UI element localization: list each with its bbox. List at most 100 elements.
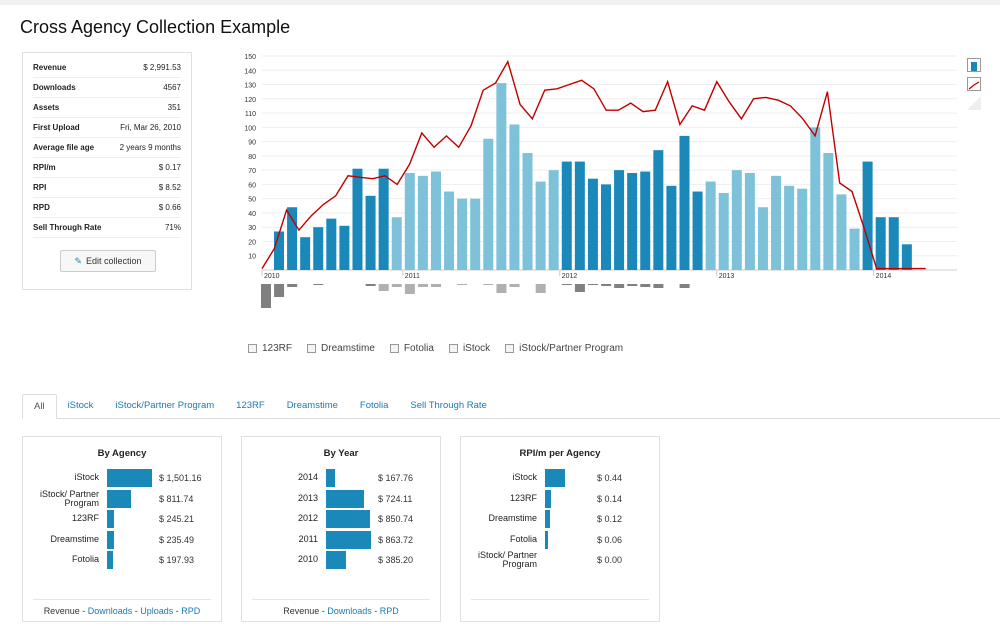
summary-row: Dreamstime $ 0.12 xyxy=(461,510,659,528)
tab-bar: All iStock iStock/Partner Program 123RF Drea… xyxy=(22,394,1000,419)
stat-row: RPI/m $ 0.17 xyxy=(33,158,181,178)
footer-link-rpd[interactable]: RPD xyxy=(379,606,399,616)
edit-icon: ✎ xyxy=(74,255,82,266)
negative-bar xyxy=(261,284,271,308)
stat-row: Average file age 2 years 9 months xyxy=(33,138,181,158)
negative-bar xyxy=(653,284,664,288)
summary-row: iStock/ Partner Program $ 811.74 xyxy=(23,489,221,508)
negative-bar xyxy=(391,284,402,287)
stat-row: Downloads 4567 xyxy=(33,78,181,98)
row-label: 2013 xyxy=(297,492,318,503)
footer-link-rpd[interactable]: RPD xyxy=(181,606,201,616)
y-tick-label: 80 xyxy=(248,154,256,161)
tab-fotolia[interactable]: Fotolia xyxy=(359,400,389,411)
row-label: 123RF xyxy=(71,513,99,523)
stat-label: Downloads xyxy=(33,83,76,92)
bar xyxy=(404,172,415,270)
agency-label: iStock/Partner Program xyxy=(519,343,624,354)
bar xyxy=(339,225,350,270)
row-label: 2010 xyxy=(297,554,318,564)
footer-revenue: Revenue xyxy=(43,606,80,616)
checkbox-box[interactable] xyxy=(505,344,515,353)
panel-footer xyxy=(471,599,649,621)
stat-value: 4567 xyxy=(163,83,181,92)
row-label: iStock/ Partner Program xyxy=(39,488,99,508)
agency-checkbox[interactable]: iStock/Partner Program xyxy=(505,343,623,354)
summary-row: Fotolia $ 0.06 xyxy=(461,530,659,549)
summary-row: iStock/ Partner Program $ 0.00 xyxy=(461,551,659,569)
agency-checkbox[interactable]: 123RF xyxy=(248,343,292,354)
footer-link-downloads[interactable]: Downloads xyxy=(327,606,372,616)
line-chart-icon xyxy=(968,81,980,90)
bar xyxy=(901,244,912,270)
summary-row: 2012 $ 850.74 xyxy=(242,510,440,528)
negative-bar xyxy=(496,284,507,293)
bar xyxy=(666,185,677,270)
negative-bar xyxy=(483,284,494,285)
stat-row: Assets 351 xyxy=(33,98,181,118)
bar xyxy=(417,175,428,270)
stat-label: Sell Through Rate xyxy=(33,223,102,232)
row-bar xyxy=(545,510,551,528)
bar xyxy=(535,181,546,270)
negative-bar xyxy=(627,284,638,286)
tab-sell-through-rate[interactable]: Sell Through Rate xyxy=(410,400,487,411)
stat-label: RPI xyxy=(33,183,47,192)
tab-123rf[interactable]: 123RF xyxy=(236,400,265,411)
checkbox-box[interactable] xyxy=(248,344,257,353)
row-label: 123RF xyxy=(509,492,537,503)
row-bar xyxy=(326,551,347,569)
bar xyxy=(731,170,742,270)
row-value: $ 167.76 xyxy=(378,473,414,483)
row-label: Dreamstime xyxy=(50,533,99,544)
summary-row: 2010 $ 385.20 xyxy=(242,551,440,569)
negative-bar xyxy=(431,284,442,287)
stat-value: Fri, Mar 26, 2010 xyxy=(120,123,181,132)
row-value: $ 245.21 xyxy=(159,514,195,524)
bar xyxy=(561,161,572,270)
stat-value: $ 0.17 xyxy=(158,163,181,172)
edit-collection-label: Edit collection xyxy=(86,256,142,266)
tab-dreamstime[interactable]: Dreamstime xyxy=(286,400,338,411)
x-tick-label: 2011 xyxy=(405,273,420,280)
agency-checkbox[interactable]: Dreamstime xyxy=(307,343,375,354)
line-view-button[interactable] xyxy=(967,77,981,91)
tab-istock-partner-program[interactable]: iStock/Partner Program xyxy=(115,400,215,411)
panel-title: By Agency xyxy=(97,448,147,459)
negative-bar xyxy=(457,284,468,285)
summary-row: Fotolia $ 197.93 xyxy=(23,551,221,569)
row-label: 2012 xyxy=(297,513,318,523)
negative-bar xyxy=(601,284,612,286)
top-bar xyxy=(0,0,1000,5)
checkbox-box[interactable] xyxy=(307,344,317,353)
bar xyxy=(888,217,899,270)
summary-row: 2013 $ 724.11 xyxy=(242,489,440,508)
x-tick-label: 2013 xyxy=(719,273,735,280)
row-value: $ 850.74 xyxy=(378,514,414,524)
tab-all[interactable]: All xyxy=(22,394,57,419)
stats-panel: Revenue $ 2,991.53 Downloads 4567 Assets 351 F… xyxy=(22,52,192,290)
negative-bar xyxy=(509,284,520,287)
checkbox-box[interactable] xyxy=(389,344,399,353)
panel-footer: Revenue - Downloads - Uploads - RPD xyxy=(33,599,211,621)
row-value: $ 0.44 xyxy=(597,473,623,483)
y-tick-label: 110 xyxy=(245,111,256,118)
footer-link-uploads[interactable]: Uploads xyxy=(140,606,174,616)
footer-link-downloads[interactable]: Downloads xyxy=(87,606,133,616)
y-tick-label: 120 xyxy=(244,97,256,104)
row-bar xyxy=(326,530,371,549)
checkbox-box[interactable] xyxy=(448,344,458,353)
resize-grip-icon[interactable] xyxy=(967,96,981,110)
footer-revenue: Revenue xyxy=(283,606,320,616)
bar xyxy=(509,124,520,270)
bar xyxy=(771,175,782,270)
bar-view-button[interactable] xyxy=(967,58,981,72)
agency-checkbox[interactable]: Fotolia xyxy=(389,343,434,354)
edit-collection-button[interactable]: ✎ Edit collection xyxy=(60,250,156,272)
tab-istock[interactable]: iStock xyxy=(67,400,94,411)
y-tick-label: 40 xyxy=(248,211,256,218)
stat-row: First Upload Fri, Mar 26, 2010 xyxy=(33,118,181,138)
panel-footer: Revenue - Downloads - RPD xyxy=(252,599,430,621)
agency-checkbox[interactable]: iStock xyxy=(448,343,490,354)
by-year-panel: By Year 2014 $ 167.76 2013 $ 724.11 2012 $ 85… xyxy=(241,436,441,622)
